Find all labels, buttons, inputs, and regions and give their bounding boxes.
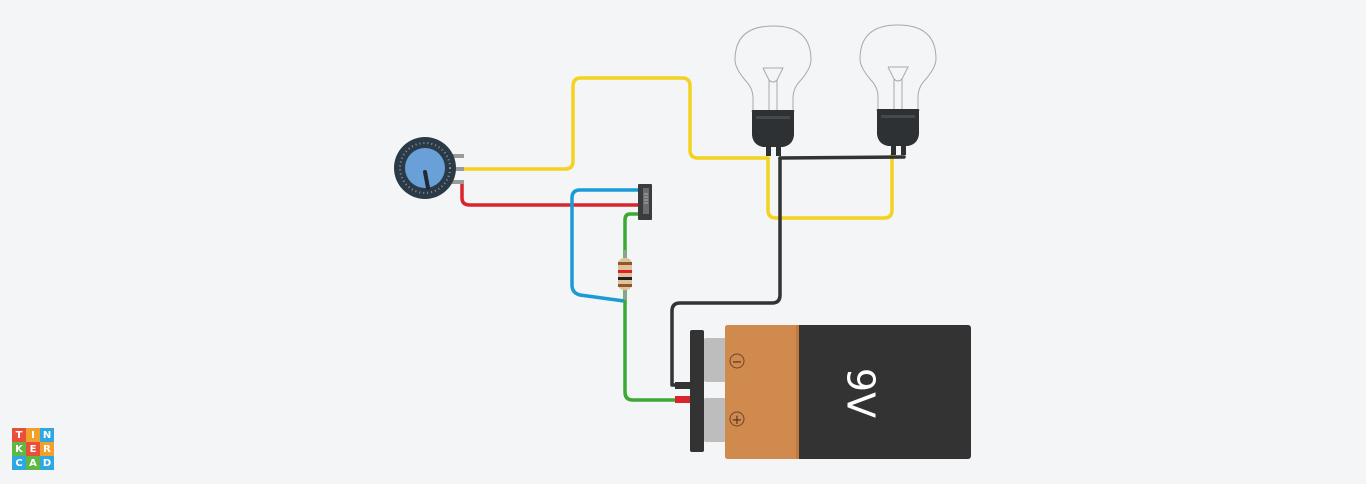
bulb-filament (762, 67, 784, 110)
bulb-socket (876, 109, 920, 146)
resistor[interactable] (618, 250, 632, 300)
wire-black-bulb-link[interactable] (778, 155, 906, 160)
wires (460, 76, 906, 402)
logo-letter: T (12, 428, 26, 442)
logo-letter: E (26, 442, 40, 456)
bulb-glass (734, 25, 812, 113)
plus-icon (729, 411, 745, 427)
logo-letter: D (40, 456, 54, 470)
switch-slider[interactable] (643, 188, 649, 214)
pot-dial-ticks (399, 142, 451, 194)
battery-body-copper (725, 325, 799, 459)
socket-ring (881, 115, 915, 118)
logo-letter: A (26, 456, 40, 470)
logo-letter: R (40, 442, 54, 456)
resistor-body (618, 258, 632, 290)
bulb-terminal (776, 146, 781, 156)
bulb-socket (751, 110, 795, 147)
wire-red-pot-to-switch[interactable] (460, 180, 642, 207)
wire-black-to-battery[interactable] (670, 156, 782, 387)
bulb-filament (887, 66, 909, 109)
wire-green-to-battery[interactable] (623, 288, 684, 402)
wire-yellow-bulb-loop[interactable] (766, 153, 894, 220)
logo-letter: I (26, 428, 40, 442)
resistor-band (618, 277, 632, 280)
wire-blue-switch-to-resistor[interactable] (570, 188, 642, 303)
bulb-terminal (901, 145, 906, 155)
bulb-terminal (891, 145, 896, 155)
pot-knob-indicator (423, 170, 430, 190)
resistor-band (618, 270, 632, 273)
battery-terminal-plus (704, 398, 726, 442)
clip-lead-black (675, 382, 690, 389)
minus-icon (729, 353, 745, 369)
pot-pin (448, 180, 464, 184)
pot-knob[interactable] (405, 148, 445, 188)
clip-lead-red (675, 396, 690, 403)
pot-pin (448, 167, 464, 171)
logo-letter: C (12, 456, 26, 470)
battery-minus-symbol: − (732, 355, 743, 370)
wire-green-switch-to-resistor[interactable] (623, 212, 642, 260)
light-bulb-2[interactable] (859, 24, 937, 155)
resistor-band (618, 284, 632, 287)
battery-label: 9V (839, 368, 883, 418)
socket-ring (756, 116, 790, 119)
logo-letter: K (12, 442, 26, 456)
pot-pin (448, 154, 464, 158)
battery-9v[interactable]: − + 9V (675, 325, 971, 459)
battery-terminal-minus (704, 338, 726, 382)
wire-yellow-pot-to-bulb[interactable] (460, 76, 770, 171)
bulb-glass (859, 24, 937, 112)
resistor-band (618, 262, 632, 265)
slide-switch[interactable] (638, 184, 652, 220)
light-bulb-1[interactable] (734, 25, 812, 156)
logo-letter: N (40, 428, 54, 442)
battery-plus-symbol: + (732, 413, 743, 428)
bulb-terminal (766, 146, 771, 156)
potentiometer[interactable] (394, 137, 464, 199)
battery-clip (690, 330, 704, 452)
